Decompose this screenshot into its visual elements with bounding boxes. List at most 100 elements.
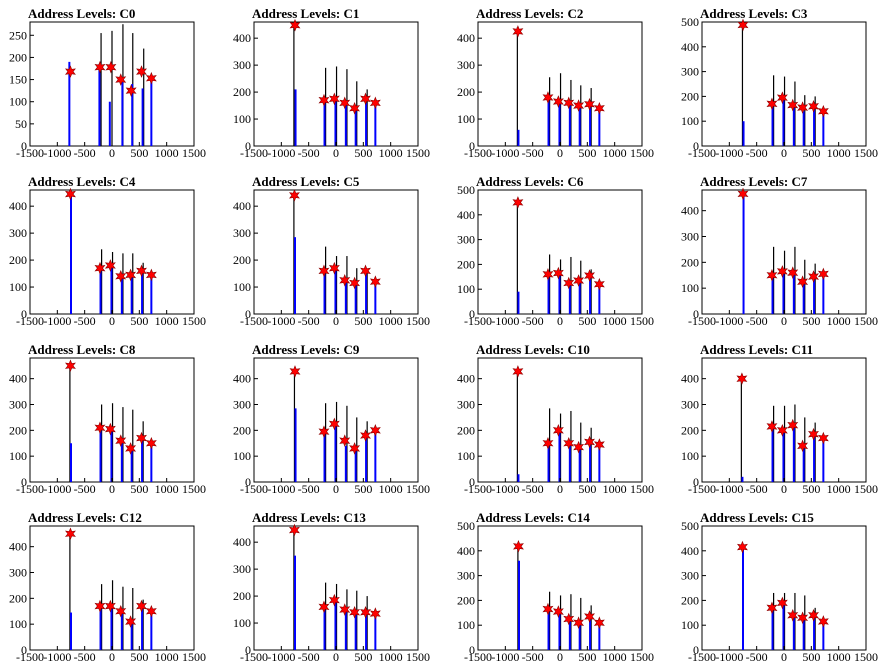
y-tick-label: 200 bbox=[681, 255, 699, 269]
x-tick-label: 1500 bbox=[406, 650, 430, 664]
x-tick-label: 500 bbox=[130, 482, 148, 496]
y-tick-label: 0 bbox=[21, 643, 27, 657]
x-tick-label: 1000 bbox=[603, 482, 627, 496]
subplot-c11: Address Levels: C11 0 100 200 300 400 -1500 -10… bbox=[681, 342, 878, 496]
star-marker bbox=[736, 372, 748, 385]
star-marker bbox=[125, 442, 137, 455]
x-tick-label: -1500 bbox=[16, 146, 44, 160]
star-marker bbox=[125, 84, 137, 97]
star-marker bbox=[563, 96, 575, 110]
x-tick-label: 1000 bbox=[827, 650, 851, 664]
y-tick-label: 0 bbox=[21, 139, 27, 153]
y-tick-label: 100 bbox=[681, 281, 699, 295]
subplot-title: Address Levels: C5 bbox=[252, 174, 360, 189]
subplot-c8: Address Levels: C8 0 100 200 300 400 -1500 -100… bbox=[9, 342, 206, 496]
y-tick-label: 100 bbox=[9, 95, 27, 109]
star-marker bbox=[288, 523, 300, 537]
y-tick-label: 0 bbox=[469, 307, 475, 321]
subplot-c0: Address Levels: C0 0 50 100 150 200 250 -1500 -1… bbox=[9, 6, 206, 160]
y-tick-label: 300 bbox=[233, 226, 251, 240]
star-marker bbox=[328, 92, 340, 106]
star-marker bbox=[64, 359, 76, 373]
star-marker bbox=[552, 424, 564, 437]
y-tick-label: 400 bbox=[681, 204, 699, 218]
star-marker bbox=[328, 261, 340, 275]
x-tick-label: 500 bbox=[354, 482, 372, 496]
x-tick-label: -500 bbox=[298, 482, 320, 496]
x-tick-label: -1500 bbox=[240, 146, 268, 160]
y-tick-label: 300 bbox=[681, 398, 699, 412]
y-tick-label: 100 bbox=[681, 618, 699, 632]
x-tick-label: 1000 bbox=[379, 314, 403, 328]
star-marker bbox=[512, 540, 524, 553]
star-marker bbox=[136, 431, 147, 445]
star-marker bbox=[787, 608, 799, 622]
y-tick-label: 100 bbox=[457, 618, 475, 632]
subplot-c4: Address Levels: C4 0 100 200 300 400 -1500 -100… bbox=[9, 174, 206, 328]
y-tick-label: 400 bbox=[233, 372, 251, 386]
x-tick-label: -1500 bbox=[240, 314, 268, 328]
star-marker bbox=[328, 417, 340, 431]
star-marker bbox=[817, 267, 829, 281]
x-tick-label: -500 bbox=[74, 482, 96, 496]
y-tick-label: 100 bbox=[9, 617, 27, 631]
x-tick-label: -500 bbox=[74, 146, 96, 160]
x-tick-label: -1000 bbox=[43, 482, 71, 496]
y-tick-label: 400 bbox=[233, 535, 251, 549]
x-tick-label: -1000 bbox=[715, 650, 743, 664]
star-marker bbox=[797, 611, 809, 625]
y-tick-label: 300 bbox=[457, 58, 475, 72]
x-tick-label: -1500 bbox=[688, 314, 716, 328]
x-tick-label: -1000 bbox=[267, 482, 295, 496]
star-marker bbox=[808, 608, 819, 622]
star-marker bbox=[776, 424, 788, 437]
x-tick-label: 1000 bbox=[603, 650, 627, 664]
y-tick-label: 100 bbox=[233, 112, 251, 126]
x-tick-label: 500 bbox=[354, 146, 372, 160]
x-tick-label: -1000 bbox=[491, 146, 519, 160]
subplot-c7: Address Levels: C7 0 100 200 300 400 -1500 -100… bbox=[681, 174, 878, 328]
x-tick-label: -1500 bbox=[688, 146, 716, 160]
y-tick-label: 0 bbox=[469, 139, 475, 153]
y-tick-label: 100 bbox=[457, 282, 475, 296]
x-tick-label: -1000 bbox=[267, 146, 295, 160]
subplot-c2: Address Levels: C2 0 100 200 300 400 -1500 -100… bbox=[457, 6, 654, 160]
star-marker bbox=[737, 18, 749, 32]
y-tick-label: 300 bbox=[457, 398, 475, 412]
subplot-title: Address Levels: C2 bbox=[476, 6, 583, 21]
star-marker bbox=[787, 266, 799, 279]
star-marker bbox=[512, 196, 524, 209]
y-tick-label: 400 bbox=[681, 544, 699, 558]
y-tick-label: 100 bbox=[9, 280, 27, 294]
star-marker bbox=[593, 616, 605, 630]
x-tick-label: 1500 bbox=[406, 146, 430, 160]
y-tick-label: 300 bbox=[233, 58, 251, 72]
subplot-title: Address Levels: C10 bbox=[476, 342, 590, 357]
y-tick-label: 400 bbox=[233, 31, 251, 45]
y-tick-label: 150 bbox=[9, 73, 27, 87]
y-tick-label: 300 bbox=[457, 233, 475, 247]
x-tick-label: 0 bbox=[333, 314, 339, 328]
y-tick-label: 400 bbox=[9, 199, 27, 213]
subplot-title: Address Levels: C1 bbox=[252, 6, 359, 21]
star-marker bbox=[64, 527, 76, 541]
y-tick-label: 200 bbox=[9, 423, 27, 437]
x-tick-label: -500 bbox=[298, 650, 320, 664]
x-tick-label: -500 bbox=[298, 314, 320, 328]
star-marker bbox=[817, 104, 829, 118]
star-marker bbox=[776, 265, 788, 278]
y-tick-label: 400 bbox=[457, 31, 475, 45]
subplot-title: Address Levels: C13 bbox=[252, 510, 366, 525]
star-marker bbox=[360, 264, 371, 278]
star-marker bbox=[360, 605, 371, 619]
y-tick-label: 200 bbox=[457, 85, 475, 99]
x-tick-label: 0 bbox=[333, 650, 339, 664]
star-marker bbox=[136, 65, 147, 78]
y-tick-label: 200 bbox=[457, 257, 475, 271]
star-marker bbox=[115, 604, 127, 618]
star-marker bbox=[64, 65, 76, 78]
x-tick-label: 0 bbox=[333, 482, 339, 496]
x-tick-label: 1000 bbox=[379, 650, 403, 664]
star-marker bbox=[808, 270, 819, 283]
